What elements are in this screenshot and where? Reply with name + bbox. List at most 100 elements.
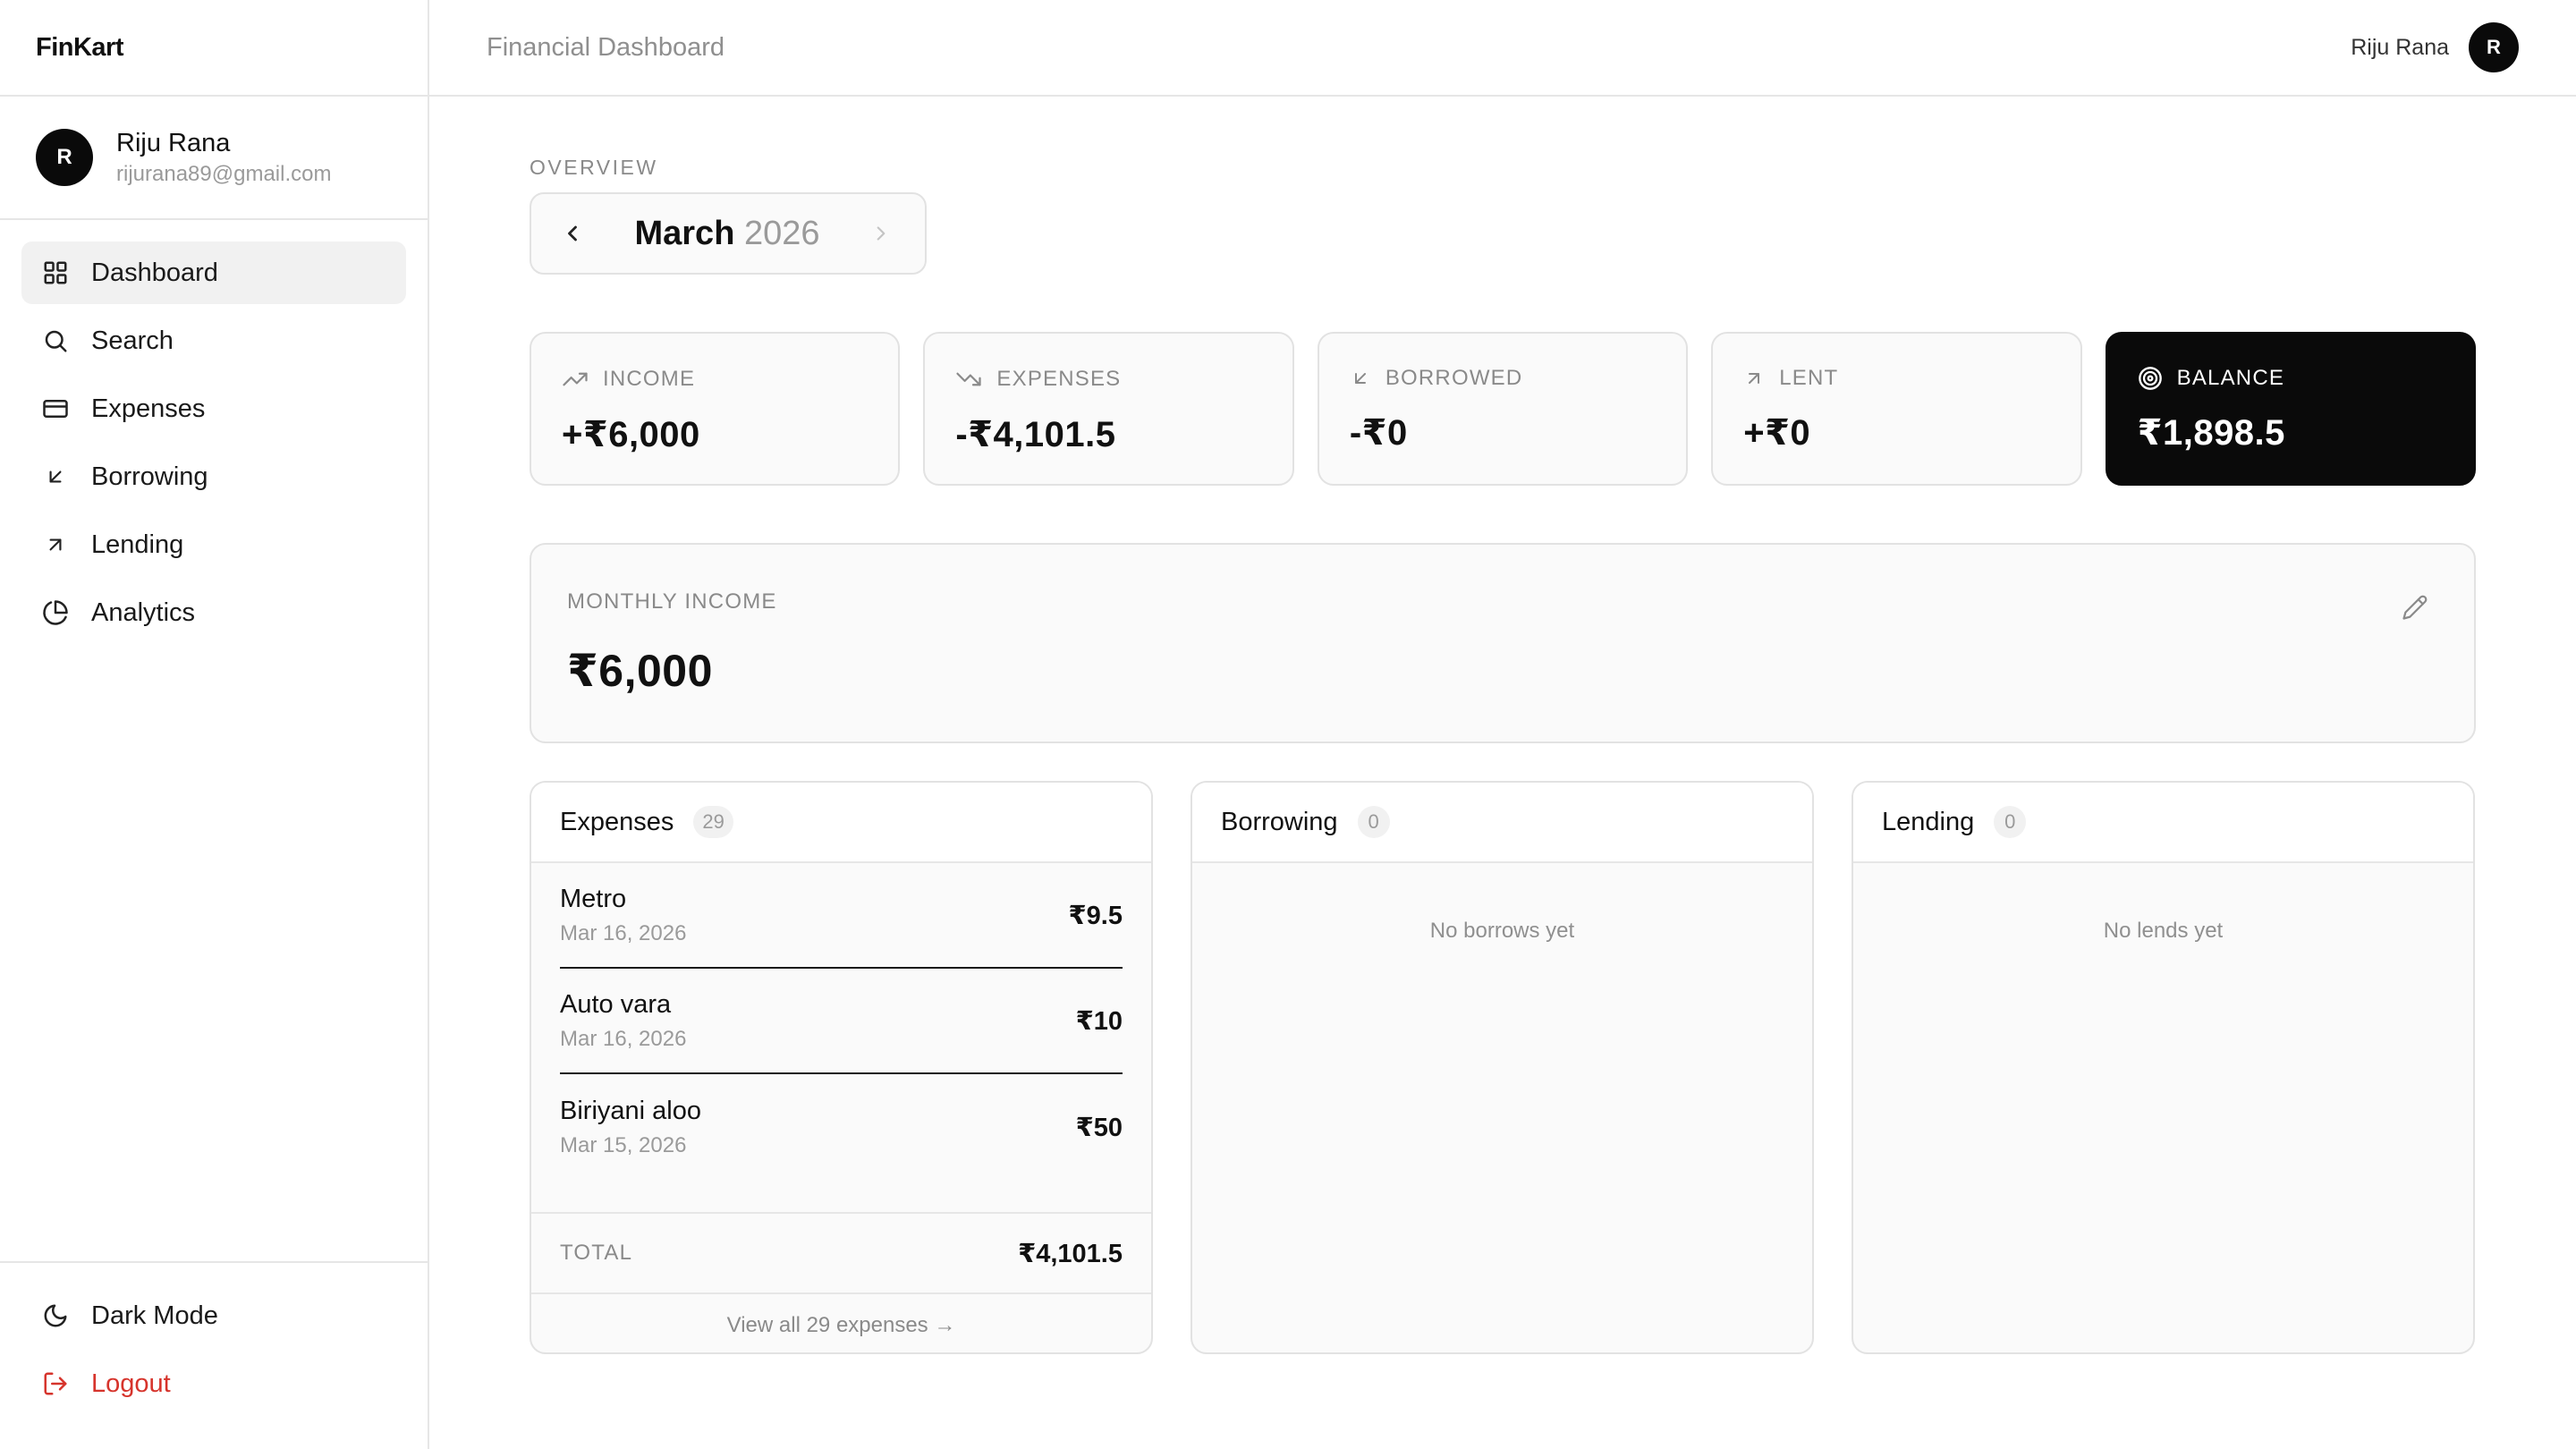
prev-month-button[interactable]: [560, 221, 585, 246]
count-badge: 0: [1994, 806, 2027, 838]
pencil-icon: [2402, 595, 2428, 620]
expense-amount: ₹10: [1075, 1006, 1123, 1036]
monthly-income-card: MONTHLY INCOME ₹6,000: [530, 543, 2476, 743]
profile-name: Riju Rana: [116, 128, 231, 157]
borrowed-card: BORROWED -₹0: [1317, 332, 1689, 486]
borrowed-label: BORROWED: [1385, 366, 1523, 390]
monthly-income-label: MONTHLY INCOME: [567, 589, 777, 614]
list-item[interactable]: Metro Mar 16, 2026 ₹9.5: [560, 863, 1123, 969]
sidebar-item-label: Expenses: [91, 394, 206, 423]
lent-value: +₹0: [1743, 413, 1811, 453]
month-year: 2026: [743, 214, 820, 252]
expenses-panel-title: Expenses: [560, 807, 674, 836]
expenses-value: -₹4,101.5: [955, 415, 1116, 454]
empty-state: No borrows yet: [1429, 919, 1575, 943]
sidebar-item-label: Search: [91, 326, 174, 355]
overview-label: OVERVIEW: [530, 156, 658, 179]
chevron-right-icon: [877, 226, 886, 241]
sidebar-item-search[interactable]: Search: [21, 309, 406, 372]
main-content: OVERVIEW March 2026 INCOME +₹6,000: [530, 97, 2477, 1354]
lending-panel-header: Lending 0: [1853, 783, 2473, 863]
sidebar-nav: Dashboard Search Expenses Borrowing Lend…: [0, 220, 428, 644]
sidebar-item-dashboard[interactable]: Dashboard: [21, 242, 406, 304]
sidebar-item-label: Lending: [91, 530, 184, 559]
sidebar-footer: Dark Mode Logout: [0, 1261, 428, 1449]
expense-name: Auto vara: [560, 989, 672, 1019]
sidebar-item-label: Borrowing: [91, 462, 208, 491]
borrowed-value: -₹0: [1349, 413, 1408, 453]
sidebar-item-label: Dashboard: [91, 258, 218, 287]
trending-down-icon: [955, 366, 982, 393]
expense-amount: ₹9.5: [1068, 901, 1123, 930]
monthly-income-value: ₹6,000: [567, 646, 713, 696]
app-logo[interactable]: FinKart: [0, 0, 428, 97]
arrow-down-left-icon: [41, 462, 70, 491]
sidebar-item-borrowing[interactable]: Borrowing: [21, 445, 406, 508]
sidebar-item-label: Analytics: [91, 597, 196, 627]
income-value: +₹6,000: [562, 415, 700, 454]
view-all-expenses-link[interactable]: View all 29 expenses →: [531, 1292, 1151, 1352]
list-item[interactable]: Auto vara Mar 16, 2026 ₹10: [560, 969, 1123, 1074]
expense-amount: ₹50: [1075, 1113, 1123, 1142]
avatar[interactable]: R: [2469, 22, 2519, 72]
expense-date: Mar 16, 2026: [560, 920, 687, 945]
lending-panel-title: Lending: [1882, 807, 1975, 836]
expense-date: Mar 16, 2026: [560, 1026, 687, 1051]
balance-label: BALANCE: [2176, 366, 2285, 390]
balance-value: ₹1,898.5: [2137, 413, 2285, 453]
income-card: INCOME +₹6,000: [530, 332, 901, 486]
trending-up-icon: [562, 366, 589, 393]
sidebar: FinKart R Riju Rana rijurana89@gmail.com…: [0, 0, 429, 1449]
sidebar-item-analytics[interactable]: Analytics: [21, 581, 406, 644]
credit-card-icon: [41, 394, 70, 423]
dark-mode-toggle[interactable]: Dark Mode: [21, 1284, 406, 1347]
stats-row: INCOME +₹6,000 EXPENSES -₹4,101.5 BORROW…: [530, 332, 2477, 486]
search-icon: [41, 326, 70, 355]
avatar[interactable]: R: [36, 129, 93, 186]
expense-name: Metro: [560, 884, 627, 913]
header-user[interactable]: Riju Rana R: [2351, 22, 2519, 72]
expenses-panel: Expenses 29 Metro Mar 16, 2026 ₹9.5 Auto…: [530, 781, 1153, 1354]
month-picker: March 2026: [530, 192, 927, 275]
arrow-down-left-icon: [1350, 368, 1371, 389]
edit-income-button[interactable]: [2399, 591, 2431, 623]
borrowing-panel: Borrowing 0 No borrows yet: [1191, 781, 1814, 1354]
total-label: TOTAL: [560, 1241, 633, 1265]
arrow-up-right-icon: [1743, 368, 1765, 389]
expenses-panel-header: Expenses 29: [531, 783, 1151, 863]
expense-date: Mar 15, 2026: [560, 1132, 687, 1157]
expenses-total-row: TOTAL ₹4,101.5: [531, 1212, 1151, 1292]
total-value: ₹4,101.5: [1018, 1239, 1123, 1268]
lending-panel: Lending 0 No lends yet: [1852, 781, 2475, 1354]
top-header: Financial Dashboard Riju Rana R: [429, 0, 2576, 97]
list-item[interactable]: Biriyani aloo Mar 15, 2026 ₹50: [560, 1074, 1123, 1180]
count-badge: 29: [693, 806, 733, 838]
month-name: March: [634, 214, 735, 252]
moon-icon: [41, 1301, 70, 1330]
count-badge: 0: [1357, 806, 1390, 838]
sidebar-item-expenses[interactable]: Expenses: [21, 377, 406, 440]
page-title: Financial Dashboard: [487, 32, 724, 62]
next-month-button[interactable]: [869, 222, 893, 245]
pie-chart-icon: [41, 598, 70, 627]
borrowing-panel-title: Borrowing: [1221, 807, 1338, 836]
empty-state: No lends yet: [2103, 919, 2224, 943]
logout-icon: [41, 1369, 70, 1398]
header-user-name: Riju Rana: [2351, 34, 2449, 60]
expenses-label: EXPENSES: [996, 367, 1122, 391]
borrowing-panel-header: Borrowing 0: [1192, 783, 1812, 863]
current-month: March 2026: [634, 215, 819, 253]
chevron-left-icon: [568, 225, 577, 242]
expense-name: Biriyani aloo: [560, 1096, 701, 1125]
user-profile: R Riju Rana rijurana89@gmail.com: [0, 97, 428, 220]
arrow-up-right-icon: [41, 530, 70, 559]
logout-button[interactable]: Logout: [21, 1352, 406, 1415]
panels-row: Expenses 29 Metro Mar 16, 2026 ₹9.5 Auto…: [530, 781, 2476, 1354]
income-label: INCOME: [603, 367, 696, 391]
expense-list: Metro Mar 16, 2026 ₹9.5 Auto vara Mar 16…: [531, 863, 1151, 1180]
lent-label: LENT: [1779, 366, 1839, 390]
expenses-card: EXPENSES -₹4,101.5: [923, 332, 1294, 486]
grid-icon: [41, 258, 70, 287]
sidebar-item-lending[interactable]: Lending: [21, 513, 406, 576]
target-icon: [2138, 366, 2163, 391]
